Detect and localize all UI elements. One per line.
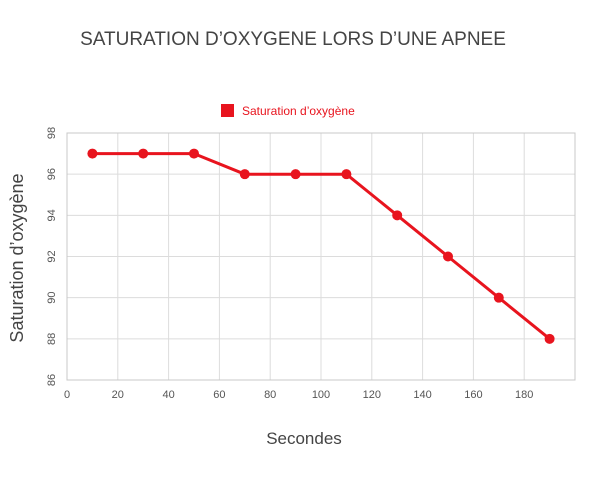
data-point bbox=[290, 169, 301, 180]
x-axis-ticks: 0 20 40 60 80 100 120 140 160 180 bbox=[64, 389, 533, 401]
data-point bbox=[239, 169, 250, 180]
x-tick-label: 80 bbox=[264, 389, 276, 401]
legend-label: Saturation d’oxygène bbox=[242, 104, 355, 118]
x-tick-label: 40 bbox=[162, 389, 174, 401]
x-tick-label: 0 bbox=[64, 389, 70, 401]
y-tick-label: 96 bbox=[46, 168, 58, 180]
y-tick-label: 94 bbox=[46, 209, 58, 221]
y-axis-label: Saturation d’oxygène bbox=[7, 173, 27, 342]
y-axis-ticks: 86 88 90 92 94 96 98 bbox=[46, 127, 58, 386]
x-tick-label: 60 bbox=[213, 389, 225, 401]
chart-title: SATURATION D’OXYGENE LORS D’UNE APNEE bbox=[80, 29, 506, 50]
y-tick-label: 86 bbox=[46, 374, 58, 386]
data-point bbox=[138, 148, 149, 159]
plot-area bbox=[66, 132, 576, 381]
legend-swatch bbox=[221, 104, 234, 117]
series-line bbox=[92, 152, 551, 340]
y-tick-label: 98 bbox=[46, 127, 58, 139]
y-tick-label: 88 bbox=[46, 333, 58, 345]
gridlines bbox=[66, 132, 575, 381]
data-point bbox=[392, 210, 403, 221]
data-point bbox=[544, 333, 555, 344]
data-point bbox=[189, 148, 199, 159]
y-tick-label: 92 bbox=[46, 250, 58, 262]
series-group bbox=[87, 148, 555, 344]
x-tick-label: 20 bbox=[112, 389, 124, 401]
x-tick-label: 180 bbox=[515, 389, 533, 401]
x-tick-label: 160 bbox=[464, 389, 482, 401]
x-tick-label: 140 bbox=[413, 389, 431, 401]
x-tick-label: 120 bbox=[363, 389, 381, 401]
x-tick-label: 100 bbox=[312, 389, 330, 401]
x-axis-label: Secondes bbox=[266, 429, 342, 448]
data-point bbox=[443, 251, 453, 262]
data-point bbox=[493, 292, 504, 303]
legend: Saturation d’oxygène bbox=[221, 104, 355, 118]
data-point bbox=[341, 169, 352, 180]
data-point bbox=[87, 148, 98, 159]
y-tick-label: 90 bbox=[46, 292, 58, 304]
